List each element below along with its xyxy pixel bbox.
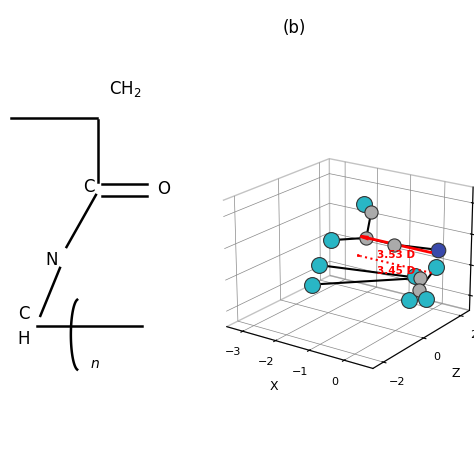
- Text: C: C: [83, 178, 95, 196]
- Y-axis label: Z: Z: [451, 367, 460, 380]
- X-axis label: X: X: [270, 381, 278, 393]
- Text: H: H: [17, 330, 29, 348]
- Text: O: O: [157, 180, 170, 198]
- Text: CH$_2$: CH$_2$: [109, 79, 142, 99]
- Text: (b): (b): [282, 19, 306, 37]
- Text: C: C: [18, 305, 29, 323]
- Text: n: n: [91, 357, 99, 371]
- Text: N: N: [46, 251, 58, 269]
